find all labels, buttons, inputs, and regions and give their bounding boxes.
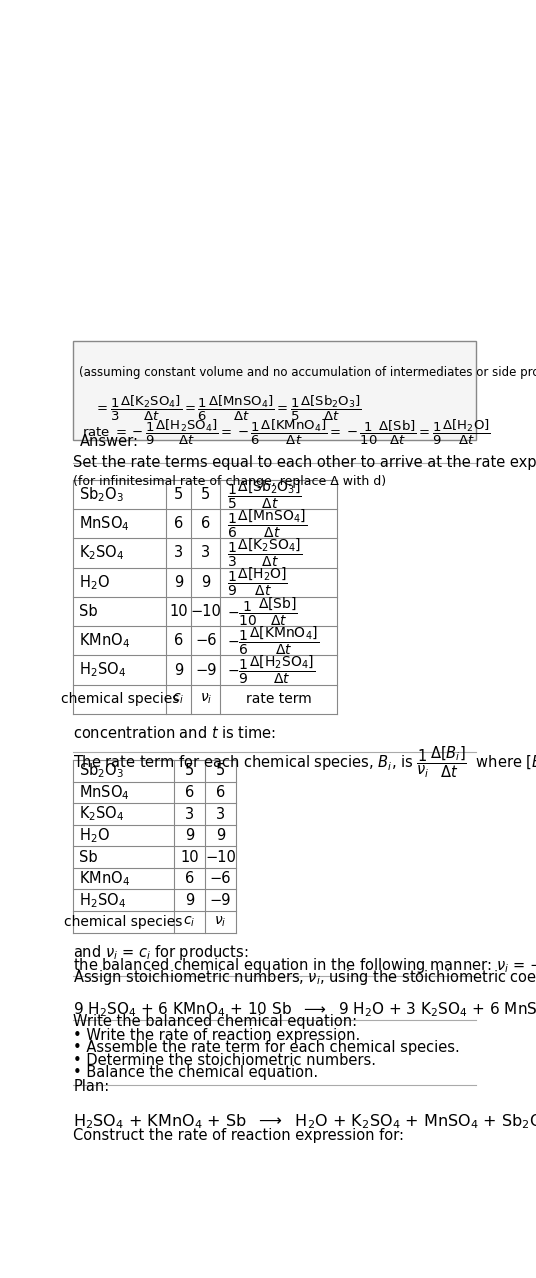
Text: 9: 9 bbox=[201, 575, 210, 589]
Text: 9 $\mathregular{H_2SO_4}$ + 6 $\mathregular{KMnO_4}$ + 10 Sb  $\longrightarrow$ : 9 $\mathregular{H_2SO_4}$ + 6 $\mathregu… bbox=[73, 1001, 536, 1019]
Text: $\mathregular{KMnO_4}$: $\mathregular{KMnO_4}$ bbox=[79, 869, 130, 888]
Text: 6: 6 bbox=[201, 516, 210, 532]
Text: 5: 5 bbox=[201, 487, 210, 502]
Text: and $\nu_i$ = $c_i$ for products:: and $\nu_i$ = $c_i$ for products: bbox=[73, 943, 249, 962]
Text: the balanced chemical equation in the following manner: $\nu_i$ = $-c_i$ for rea: the balanced chemical equation in the fo… bbox=[73, 956, 536, 975]
Text: $\nu_i$: $\nu_i$ bbox=[214, 915, 227, 929]
Text: $-\dfrac{1}{6}\dfrac{\Delta[\mathrm{KMnO_4}]}{\Delta t}$: $-\dfrac{1}{6}\dfrac{\Delta[\mathrm{KMnO… bbox=[227, 625, 319, 657]
Text: Plan:: Plan: bbox=[73, 1079, 109, 1094]
Text: $\mathregular{MnSO_4}$: $\mathregular{MnSO_4}$ bbox=[79, 514, 130, 533]
Text: $= \dfrac{1}{3}\dfrac{\Delta[\mathrm{K_2SO_4}]}{\Delta t} = \dfrac{1}{6}\dfrac{\: $= \dfrac{1}{3}\dfrac{\Delta[\mathrm{K_2… bbox=[94, 394, 362, 423]
Text: 6: 6 bbox=[185, 872, 194, 886]
Text: Set the rate terms equal to each other to arrive at the rate expression:: Set the rate terms equal to each other t… bbox=[73, 455, 536, 470]
Text: 6: 6 bbox=[216, 785, 225, 800]
Text: $\mathregular{K_2SO_4}$: $\mathregular{K_2SO_4}$ bbox=[79, 543, 125, 562]
Text: 3: 3 bbox=[216, 806, 225, 822]
Text: Sb: Sb bbox=[79, 604, 98, 619]
Text: $\mathregular{H_2SO_4}$: $\mathregular{H_2SO_4}$ bbox=[79, 661, 126, 680]
Text: The rate term for each chemical species, $B_i$, is $\dfrac{1}{\nu_i}\dfrac{\Delt: The rate term for each chemical species,… bbox=[73, 745, 536, 781]
Text: 10: 10 bbox=[180, 850, 199, 865]
Text: Write the balanced chemical equation:: Write the balanced chemical equation: bbox=[73, 1015, 358, 1029]
Text: • Assemble the rate term for each chemical species.: • Assemble the rate term for each chemic… bbox=[73, 1040, 460, 1056]
Text: 3: 3 bbox=[185, 806, 194, 822]
Text: 3: 3 bbox=[174, 546, 183, 561]
Text: 9: 9 bbox=[174, 575, 183, 589]
Text: $c_i$: $c_i$ bbox=[183, 915, 196, 929]
Text: Sb: Sb bbox=[79, 850, 98, 865]
Text: $\mathregular{MnSO_4}$: $\mathregular{MnSO_4}$ bbox=[79, 783, 130, 801]
Text: 5: 5 bbox=[174, 487, 183, 502]
Text: −10: −10 bbox=[190, 604, 221, 619]
Text: • Write the rate of reaction expression.: • Write the rate of reaction expression. bbox=[73, 1028, 360, 1043]
Text: 6: 6 bbox=[174, 516, 183, 532]
Text: $\dfrac{1}{3}\dfrac{\Delta[\mathrm{K_2SO_4}]}{\Delta t}$: $\dfrac{1}{3}\dfrac{\Delta[\mathrm{K_2SO… bbox=[227, 537, 302, 569]
Text: $\dfrac{1}{9}\dfrac{\Delta[\mathrm{H_2O}]}{\Delta t}$: $\dfrac{1}{9}\dfrac{\Delta[\mathrm{H_2O}… bbox=[227, 566, 288, 598]
Text: 9: 9 bbox=[174, 662, 183, 677]
Text: $\nu_i$: $\nu_i$ bbox=[199, 693, 212, 707]
Text: $\mathregular{K_2SO_4}$: $\mathregular{K_2SO_4}$ bbox=[79, 805, 125, 823]
Text: $\mathregular{KMnO_4}$: $\mathregular{KMnO_4}$ bbox=[79, 631, 130, 651]
Text: • Balance the chemical equation.: • Balance the chemical equation. bbox=[73, 1065, 318, 1080]
Text: $-\dfrac{1}{10}\dfrac{\Delta[\mathrm{Sb}]}{\Delta t}$: $-\dfrac{1}{10}\dfrac{\Delta[\mathrm{Sb}… bbox=[227, 596, 297, 627]
Text: chemical species: chemical species bbox=[64, 915, 183, 929]
Text: −6: −6 bbox=[195, 634, 217, 648]
Text: $\mathregular{H_2SO_4}$ + $\mathregular{KMnO_4}$ + Sb  $\longrightarrow$  $\math: $\mathregular{H_2SO_4}$ + $\mathregular{… bbox=[73, 1113, 536, 1131]
Text: Construct the rate of reaction expression for:: Construct the rate of reaction expressio… bbox=[73, 1128, 404, 1144]
Text: −10: −10 bbox=[205, 850, 236, 865]
Text: $\mathregular{Sb_2O_3}$: $\mathregular{Sb_2O_3}$ bbox=[79, 762, 124, 781]
Text: $c_i$: $c_i$ bbox=[173, 693, 185, 707]
Text: $\mathregular{Sb_2O_3}$: $\mathregular{Sb_2O_3}$ bbox=[79, 486, 124, 504]
Text: 9: 9 bbox=[216, 828, 225, 843]
Text: concentration and $t$ is time:: concentration and $t$ is time: bbox=[73, 725, 277, 741]
Text: $-\dfrac{1}{9}\dfrac{\Delta[\mathrm{H_2SO_4}]}{\Delta t}$: $-\dfrac{1}{9}\dfrac{\Delta[\mathrm{H_2S… bbox=[227, 654, 315, 686]
Text: chemical species: chemical species bbox=[61, 693, 179, 707]
Text: 6: 6 bbox=[174, 634, 183, 648]
Text: $\mathregular{H_2O}$: $\mathregular{H_2O}$ bbox=[79, 573, 110, 592]
Text: −6: −6 bbox=[210, 872, 231, 886]
Text: 10: 10 bbox=[169, 604, 188, 619]
Text: 6: 6 bbox=[185, 785, 194, 800]
Text: 5: 5 bbox=[185, 763, 194, 778]
Text: $\mathregular{H_2SO_4}$: $\mathregular{H_2SO_4}$ bbox=[79, 891, 126, 910]
Text: rate term: rate term bbox=[245, 693, 311, 707]
Text: $\mathregular{H_2O}$: $\mathregular{H_2O}$ bbox=[79, 827, 110, 845]
Text: $\dfrac{1}{6}\dfrac{\Delta[\mathrm{MnSO_4}]}{\Delta t}$: $\dfrac{1}{6}\dfrac{\Delta[\mathrm{MnSO_… bbox=[227, 507, 307, 539]
Text: −9: −9 bbox=[210, 893, 231, 907]
Text: 9: 9 bbox=[185, 893, 194, 907]
Text: (assuming constant volume and no accumulation of intermediates or side products): (assuming constant volume and no accumul… bbox=[79, 366, 536, 378]
Text: −9: −9 bbox=[195, 662, 217, 677]
Text: (for infinitesimal rate of change, replace Δ with d): (for infinitesimal rate of change, repla… bbox=[73, 475, 386, 488]
Text: Assign stoichiometric numbers, $\nu_i$, using the stoichiometric coefficients, $: Assign stoichiometric numbers, $\nu_i$, … bbox=[73, 967, 536, 987]
Text: • Determine the stoichiometric numbers.: • Determine the stoichiometric numbers. bbox=[73, 1053, 376, 1067]
FancyBboxPatch shape bbox=[73, 341, 476, 440]
Text: 9: 9 bbox=[185, 828, 194, 843]
Text: rate $= -\dfrac{1}{9}\dfrac{\Delta[\mathrm{H_2SO_4}]}{\Delta t} = -\dfrac{1}{6}\: rate $= -\dfrac{1}{9}\dfrac{\Delta[\math… bbox=[83, 418, 492, 447]
Text: 5: 5 bbox=[216, 763, 225, 778]
Text: 3: 3 bbox=[201, 546, 210, 561]
Text: Answer:: Answer: bbox=[79, 433, 138, 449]
Text: $\dfrac{1}{5}\dfrac{\Delta[\mathrm{Sb_2O_3}]}{\Delta t}$: $\dfrac{1}{5}\dfrac{\Delta[\mathrm{Sb_2O… bbox=[227, 478, 302, 511]
